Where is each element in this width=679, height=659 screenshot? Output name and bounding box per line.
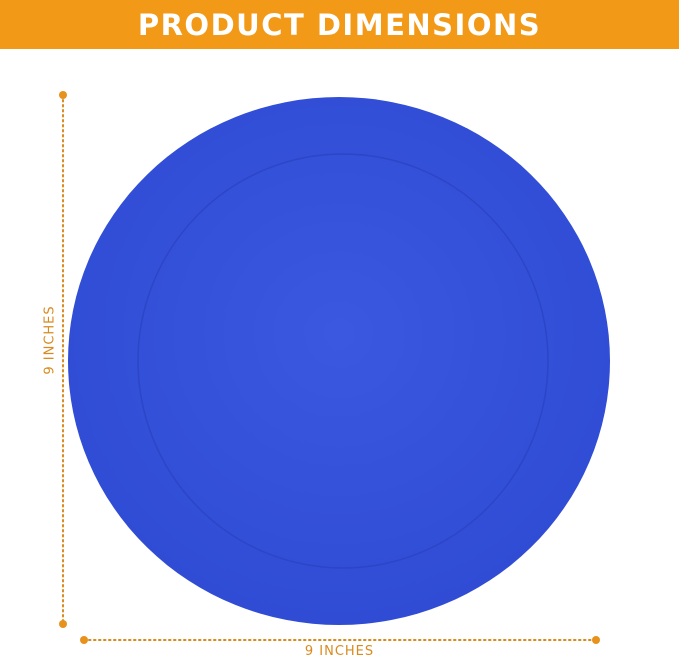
blue-plate: [68, 97, 610, 625]
height-endpoint-bottom: [59, 620, 67, 628]
width-label: 9 INCHES: [304, 644, 375, 659]
width-endpoint-left: [80, 636, 88, 644]
banner-title: PRODUCT DIMENSIONS: [137, 7, 542, 42]
plate-inner-rim: [137, 153, 549, 569]
height-label: 9 INCHES: [42, 305, 58, 375]
width-endpoint-right: [592, 636, 600, 644]
header-banner: PRODUCT DIMENSIONS: [0, 0, 679, 49]
height-endpoint-top: [59, 91, 67, 99]
